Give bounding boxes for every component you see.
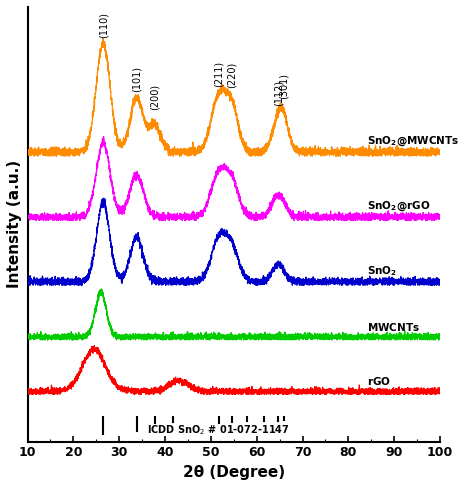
Text: (101): (101) (132, 66, 142, 92)
Text: (112): (112) (273, 80, 283, 106)
Text: ICDD SnO$_2$ # 01-072-1147: ICDD SnO$_2$ # 01-072-1147 (146, 423, 290, 437)
Text: $\mathbf{SnO_2@rGO}$: $\mathbf{SnO_2@rGO}$ (367, 200, 430, 213)
Text: (211): (211) (214, 61, 224, 88)
Text: (200): (200) (150, 84, 160, 110)
X-axis label: 2θ (Degree): 2θ (Degree) (183, 465, 285, 480)
Text: $\mathbf{rGO}$: $\mathbf{rGO}$ (367, 375, 391, 388)
Y-axis label: Intensity (a.u.): Intensity (a.u.) (7, 160, 22, 288)
Text: (110): (110) (98, 12, 108, 38)
Text: $\mathbf{SnO_2@MWCNTs}$: $\mathbf{SnO_2@MWCNTs}$ (367, 134, 459, 148)
Text: $\mathbf{SnO_2}$: $\mathbf{SnO_2}$ (367, 264, 397, 278)
Text: (220): (220) (227, 62, 237, 88)
Text: $\mathbf{MWCNTs}$: $\mathbf{MWCNTs}$ (367, 321, 419, 333)
Text: (301): (301) (279, 74, 289, 99)
